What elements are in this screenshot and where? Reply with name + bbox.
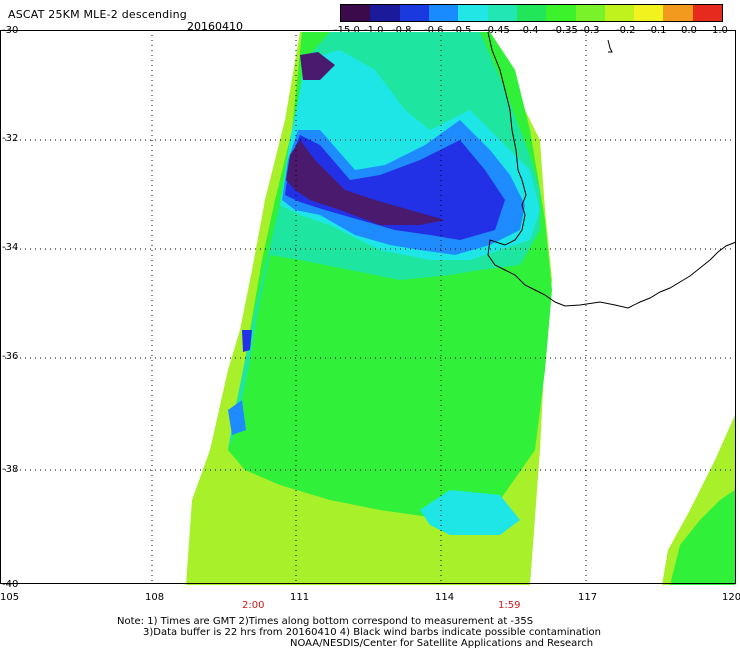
y-tick-label: -36 xyxy=(2,351,19,362)
colorbar-cell xyxy=(487,5,517,21)
colorbar-cell xyxy=(604,5,635,21)
colorbar-cell xyxy=(516,5,547,21)
map-frame xyxy=(0,30,736,584)
note-line-2: 3)Data buffer is 22 hrs from 20160410 4)… xyxy=(143,627,601,638)
colorbar-cell xyxy=(458,5,488,21)
swath-purple-top xyxy=(300,52,335,80)
time-label-left: 2:00 xyxy=(242,600,265,611)
coastline-path xyxy=(487,31,737,309)
x-tick-label: 108 xyxy=(145,592,165,603)
colorbar-cell xyxy=(370,5,400,21)
coastline-fragment xyxy=(607,39,613,53)
colorbar-cell xyxy=(399,5,429,21)
y-tick-label: -38 xyxy=(2,464,19,475)
swath-blue xyxy=(285,135,505,240)
data-swath xyxy=(186,32,735,585)
colorbar-cell xyxy=(428,5,459,21)
colorbar-cell xyxy=(692,5,723,21)
chart-date: 20160410 xyxy=(187,20,243,33)
swath-lightblue-left xyxy=(228,400,246,435)
map-plot xyxy=(0,30,737,585)
swath-right-green xyxy=(670,490,735,585)
note-line-3: NOAA/NESDIS/Center for Satellite Applica… xyxy=(290,638,594,649)
x-tick-label: 117 xyxy=(578,592,598,603)
x-tick-label: 120 xyxy=(722,592,740,603)
swath-purple xyxy=(286,140,445,225)
colorbar-cell xyxy=(341,5,371,21)
colorbar-cell xyxy=(663,5,693,21)
x-tick-label: 111 xyxy=(290,592,310,603)
y-tick-label: -40 xyxy=(2,579,19,590)
colorbar-cell xyxy=(634,5,664,21)
x-tick-label: 114 xyxy=(435,592,455,603)
y-tick-label: -34 xyxy=(2,242,19,253)
swath-blue-left xyxy=(242,330,252,352)
note-line-1: Note: 1) Times are GMT 2)Times along bot… xyxy=(117,616,534,627)
x-tick-label: 105 xyxy=(0,592,20,603)
colorbar-cell xyxy=(546,5,576,21)
colorbar xyxy=(340,4,723,22)
colorbar-cell xyxy=(575,5,605,21)
coastline xyxy=(487,31,737,309)
chart-title: ASCAT 25KM MLE-2 descending xyxy=(8,8,187,21)
swath-cyan-bottom xyxy=(420,490,520,535)
time-label-right: 1:59 xyxy=(498,600,521,611)
y-tick-label: -32 xyxy=(2,133,19,144)
y-tick-label: -30 xyxy=(2,25,19,36)
